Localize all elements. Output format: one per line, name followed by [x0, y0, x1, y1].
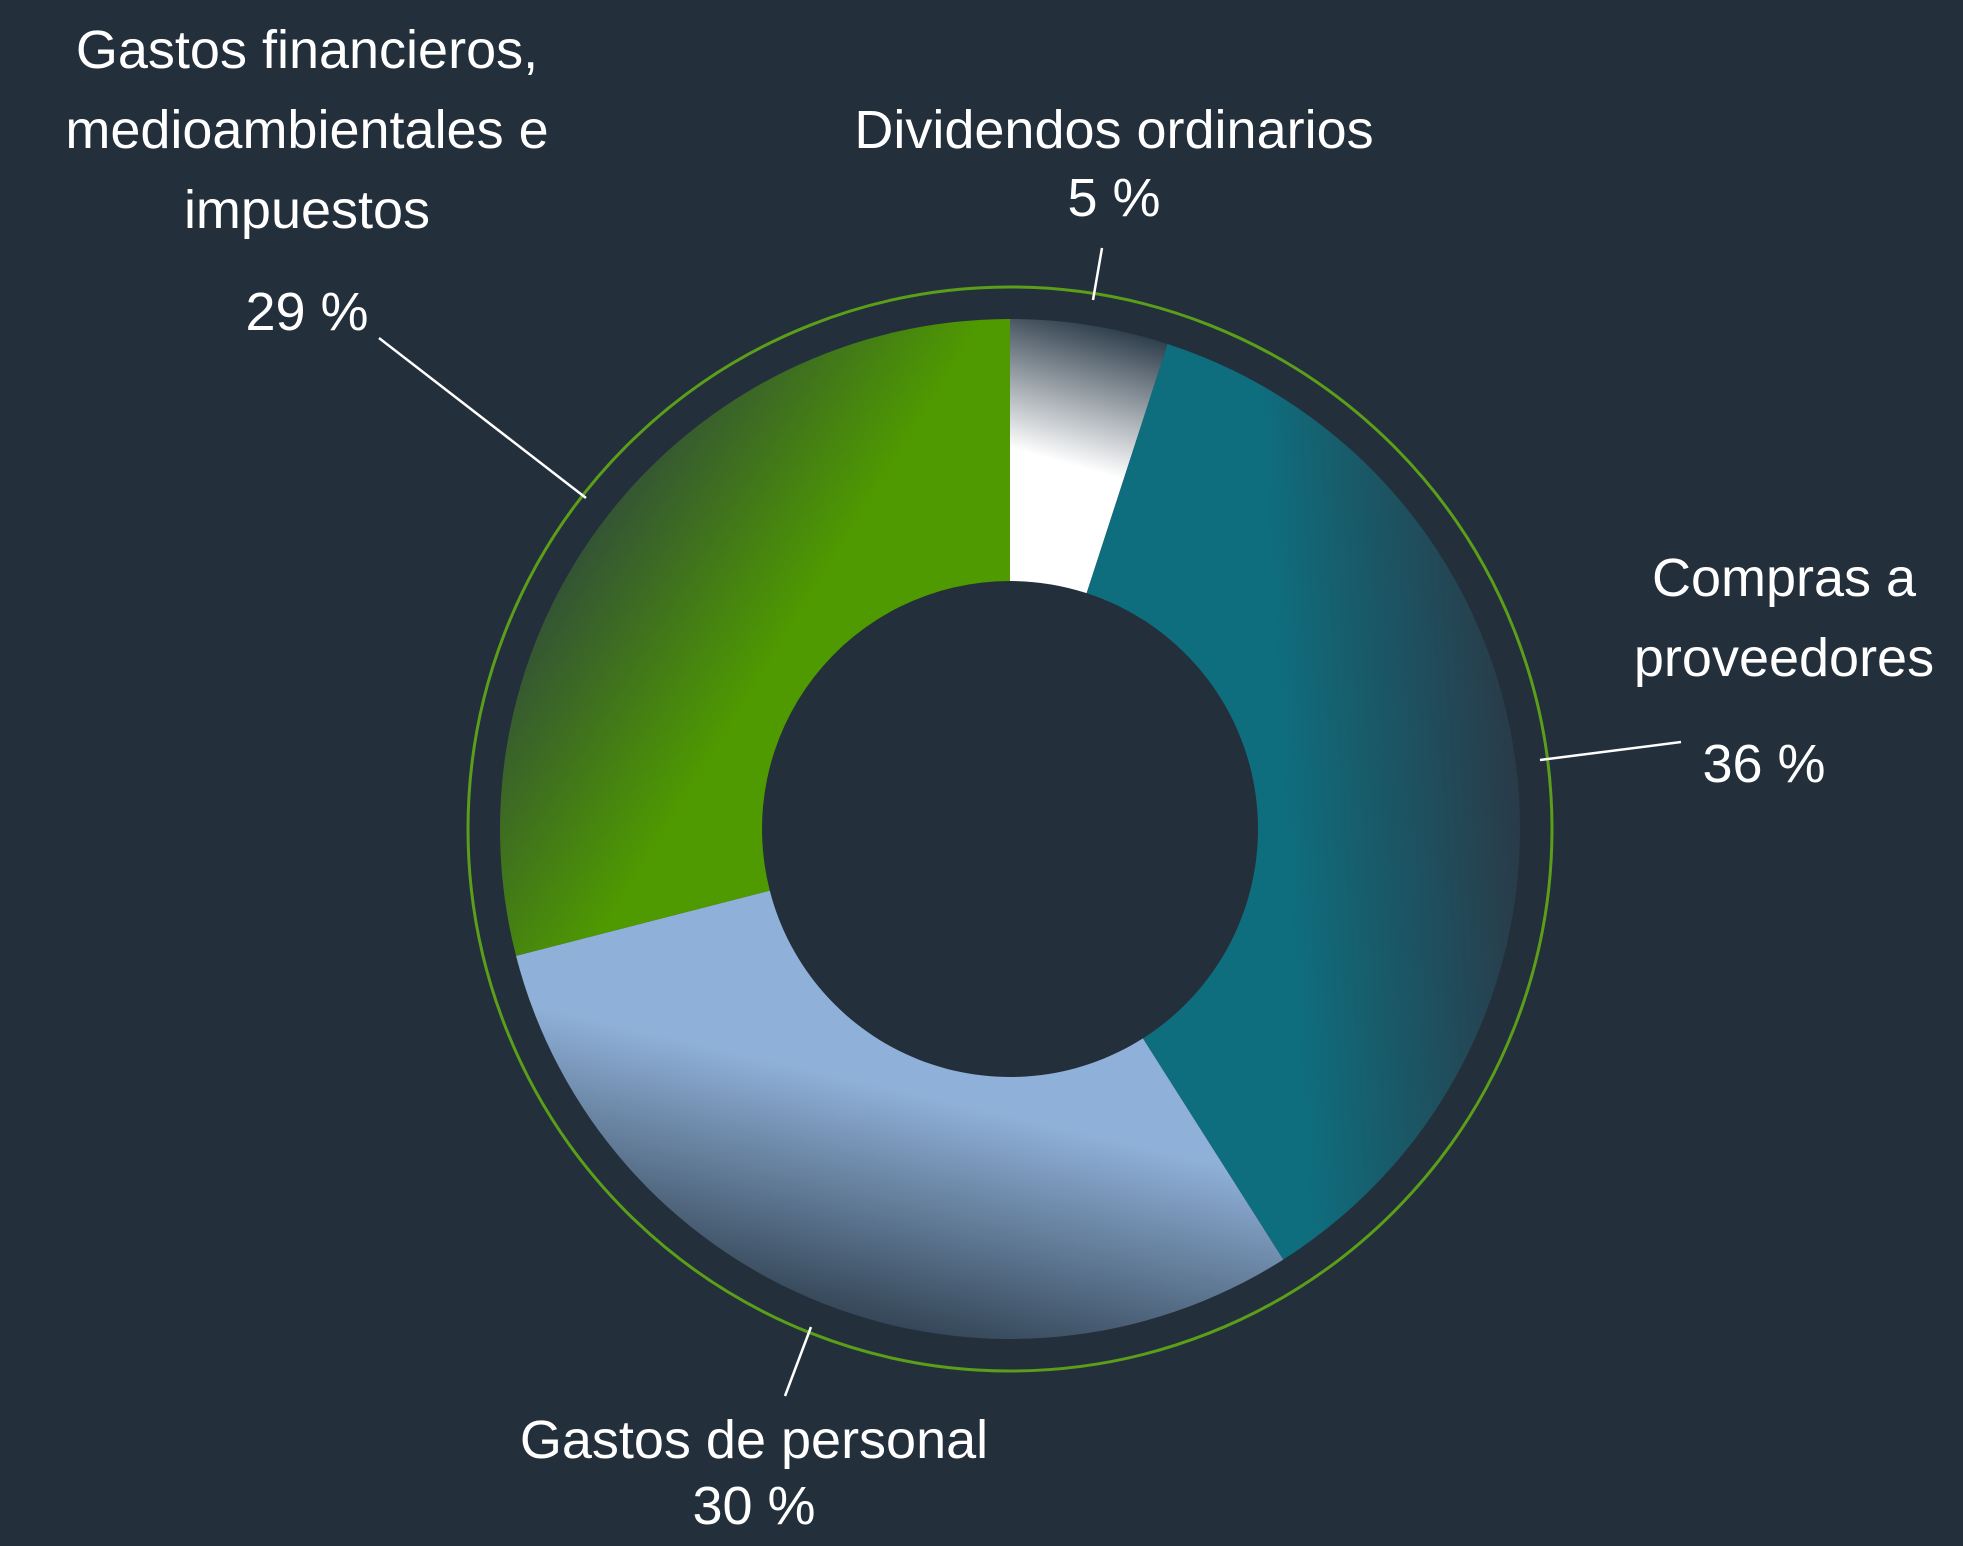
category-label: Compras a proveedores: [1633, 548, 1935, 688]
donut-slice: [500, 319, 1010, 956]
outer-ring: [466, 285, 1554, 1373]
leader-line: [378, 337, 587, 499]
value-label: 29 %: [245, 282, 369, 342]
value-label: 5 %: [1067, 168, 1161, 228]
value-label: 36 %: [1702, 734, 1826, 794]
category-label: Dividendos ordinarios: [854, 100, 1374, 160]
donut-slice: [1086, 343, 1520, 1260]
category-label: Gastos financieros, medioambientales e i…: [65, 20, 549, 240]
category-label: Gastos de personal: [519, 1410, 989, 1470]
value-label: 30 %: [692, 1476, 816, 1536]
leader-line: [783, 1326, 813, 1397]
donut-slice: [516, 890, 1284, 1339]
donut-slice: [1010, 319, 1168, 594]
leader-line: [1539, 740, 1682, 762]
leader-lines: [378, 247, 1682, 1397]
leader-line: [1091, 247, 1104, 301]
